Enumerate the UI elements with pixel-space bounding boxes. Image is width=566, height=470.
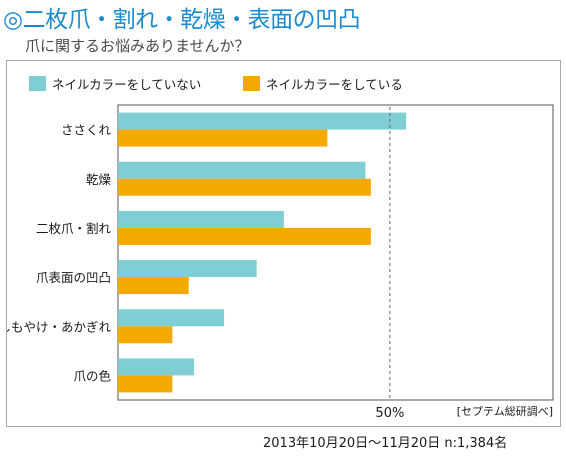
source-label: [セプテム総研調べ] (457, 404, 553, 418)
bar-series-0-cat-0 (118, 112, 407, 130)
plot-area (117, 104, 554, 401)
legend-label-no-color: ネイルカラーをしていない (52, 76, 202, 92)
page-subtitle: 爪に関するお悩みありませんか？ (25, 37, 250, 55)
bar-series-1-cat-5 (118, 375, 173, 393)
bar-series-1-cat-2 (118, 227, 371, 245)
page-title: ◎二枚爪・割れ・乾燥・表面の凹凸 (3, 7, 361, 33)
legend-item-with-color: ネイルカラーをしている (243, 75, 403, 92)
bar-series-1-cat-4 (118, 326, 173, 344)
reference-line-label: 50% (375, 406, 404, 421)
bar-series-1-cat-3 (118, 277, 189, 295)
bar-series-0-cat-2 (118, 210, 284, 228)
category-label: 乾燥 (86, 172, 112, 187)
chart-panel: ネイルカラーをしていない ネイルカラーをしている ささくれ乾燥二枚爪・割れ 爪表面… (6, 60, 561, 427)
category-label: ささくれ (61, 123, 112, 138)
legend-item-no-color: ネイルカラーをしていない (29, 75, 202, 92)
bar-series-0-cat-1 (118, 161, 366, 179)
bar-series-1-cat-0 (118, 129, 328, 147)
legend-swatch-with-color (243, 75, 260, 91)
category-label: しもやけ・あかぎれ (7, 319, 111, 334)
category-label: 爪の色 (73, 368, 111, 383)
bar-series-0-cat-3 (118, 260, 257, 278)
legend-swatch-no-color (29, 75, 46, 91)
bar-series-0-cat-5 (118, 358, 195, 376)
category-label: 二枚爪・割れ (36, 221, 112, 236)
bar-series-1-cat-1 (118, 178, 371, 196)
legend-label-with-color: ネイルカラーをしている (266, 76, 403, 92)
bar-series-0-cat-4 (118, 309, 225, 327)
category-label: 爪表面の凹凸 (36, 270, 111, 285)
survey-note: 2013年10月20日〜11月20日 n:1,384名 (263, 436, 508, 451)
